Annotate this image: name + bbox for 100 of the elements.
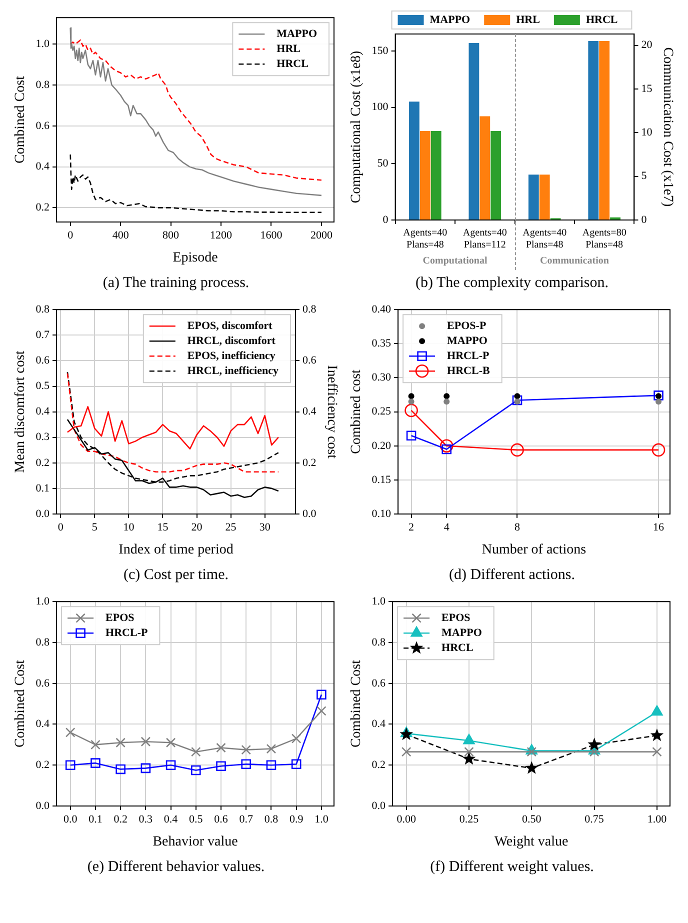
y2-tick-label: 0.4 [302,406,317,418]
y2-tick-label: 15 [641,82,653,95]
y2-tick-label: 5 [641,170,648,182]
y-tick-label: 0.2 [36,456,50,469]
y-tick-label: 1.0 [372,595,386,608]
text: (c) Cost per time. [122,566,230,585]
y-tick-label: 0.10 [372,508,392,520]
y-tick-label: 0.2 [36,202,50,214]
y-tick-label: 0.6 [36,120,50,132]
text: (a) The training process. [102,274,250,293]
x-tick-label: 0.3 [138,813,154,826]
y2-tick-label: 20 [641,39,653,52]
legend-label: EPOS [442,612,470,624]
y-tick-label: 0.4 [36,160,50,173]
y-axis-title: Combined cost [349,370,364,454]
legend-label: HRCL, inefficiency [187,364,279,377]
y-axis-title: Combined Cost [349,660,364,748]
x-tick-label: 25 [225,521,237,534]
x-tick-label: 1.0 [314,813,329,826]
y-tick-label: 0.30 [372,372,392,384]
x-tick-label: 0.2 [114,813,128,826]
legend-label: MAPPO [447,334,488,347]
x-tick-label: 0.4 [164,813,178,826]
y2-tick-label: 0.6 [302,354,317,367]
x-tick-label: 0.9 [289,813,304,826]
x-tick-label: 800 [162,229,180,242]
x-tick-label: 8 [514,521,520,534]
y2-tick-label: 10 [641,126,653,139]
y2-axis-title: Communication Cost (x1e7) [660,47,675,208]
x-tick-label: 0.25 [459,813,480,826]
y-tick-label: 1.0 [36,38,50,50]
y-axis-title: Combined Cost [13,660,28,748]
x-tick-label: Agents=40 Plans=48 [403,228,448,251]
y-tick-label: 0.1 [36,482,50,494]
x-tick-label: 30 [259,521,271,534]
legend-label: HRCL [276,58,308,70]
y2-axis-title: Inefficiency cost [324,365,339,459]
x-tick-label: Agents=40 Plans=112 [462,228,507,251]
x-tick-label: 0.8 [264,813,279,826]
legend-label: MAPPO [430,14,471,26]
x-tick-label: 5 [92,521,98,534]
y-tick-label: 0.0 [36,508,50,520]
x-tick-label: Agents=80 Plans=48 [582,228,626,251]
x-tick-label: 15 [157,521,169,534]
y-tick-label: 0.8 [36,78,50,91]
legend-label: EPOS-P [447,320,486,332]
y2-tick-label: 0.8 [302,303,317,316]
y-tick-label: 0.25 [372,406,392,418]
y-tick-label: 0.35 [372,338,392,350]
x-tick-label: 2 [408,521,414,534]
x-tick-label: 0.7 [239,813,254,826]
y-tick-label: 0.6 [372,677,386,690]
legend-label: MAPPO [276,28,318,40]
text: (d) Different actions. [448,566,576,585]
x-tick-label: 1.00 [647,813,668,826]
legend-label: HRCL-P [106,626,148,639]
y-tick-label: 0.6 [36,354,50,367]
x-tick-label: 2000 [310,229,333,242]
y-tick-label: 0.2 [372,759,386,772]
y-tick-label: 0.8 [36,303,50,316]
legend-label: HRCL [586,14,618,26]
y-tick-label: 0.2 [36,759,50,772]
y-tick-label: 0.4 [36,718,50,730]
text: Communication [540,256,610,267]
y-tick-label: 100 [372,101,389,114]
x-tick-label: 1200 [210,229,233,242]
y-tick-label: 0 [382,214,389,226]
y2-tick-label: 0 [641,214,648,226]
y-axis-title: Combined Cost [13,76,28,164]
x-tick-label: Agents=40 Plans=48 [522,228,567,251]
y-tick-label: 0.5 [36,380,50,392]
x-tick-label: 0.00 [396,813,416,826]
y-tick-label: 50 [377,158,389,170]
legend-label: EPOS [106,612,134,624]
x-tick-label: 4 [444,521,450,534]
x-tick-label: 20 [191,521,203,534]
y-tick-label: 0.7 [36,329,50,342]
y-tick-label: 0.3 [36,431,50,444]
y-tick-label: 0.0 [372,800,386,812]
x-axis-title: Number of actions [482,542,586,558]
legend-label: HRCL-P [447,350,490,362]
y-tick-label: 0.6 [36,677,50,690]
x-axis-title: Index of time period [118,542,234,558]
text: (f) Different weight values. [429,858,595,877]
legend-label: HRCL [442,642,474,654]
y-tick-label: 0.8 [372,636,386,648]
x-axis-title: Episode [172,250,218,266]
x-tick-label: 0 [68,229,74,242]
x-tick-label: 1600 [260,229,283,242]
y-tick-label: 0.8 [36,636,50,648]
x-tick-label: 16 [653,521,665,534]
legend-label: MAPPO [442,626,482,639]
x-tick-label: 0.5 [189,813,204,826]
y-tick-label: 0.0 [36,800,50,812]
x-tick-label: 0.0 [63,813,78,826]
x-axis-title: Weight value [494,834,568,850]
x-tick-label: 0.1 [88,813,102,826]
y-axis-title: Computational Cost (x1e8) [349,50,364,204]
x-axis-title: Behavior value [152,834,238,850]
y-tick-label: 0.20 [372,440,392,452]
